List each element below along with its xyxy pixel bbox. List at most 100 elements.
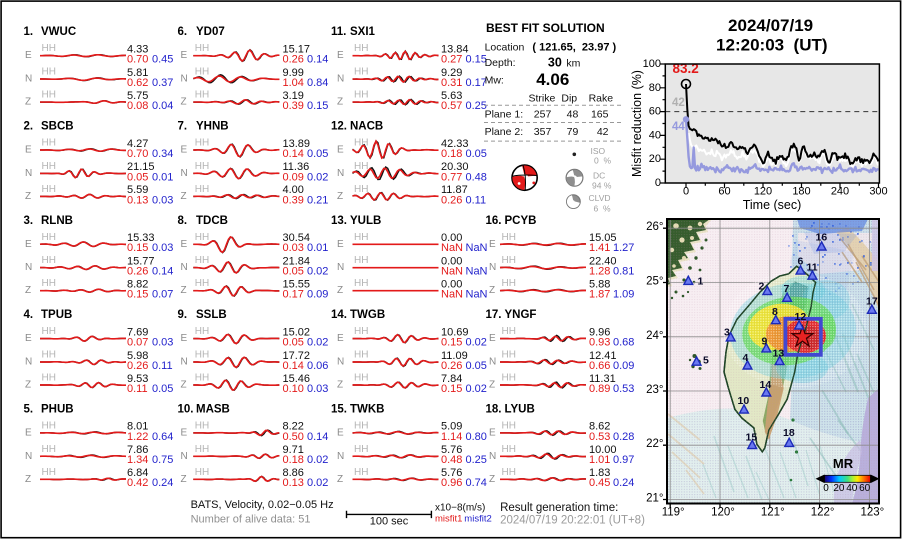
svg-text:Z: Z: [181, 380, 187, 391]
svg-text:E: E: [25, 333, 32, 344]
svg-text:E: E: [181, 50, 188, 61]
svg-text:E: E: [337, 333, 344, 344]
svg-text:0.02: 0.02: [466, 337, 487, 349]
svg-text:8.22: 8.22: [283, 421, 304, 433]
svg-text:Rake: Rake: [589, 92, 614, 104]
svg-text:0.14: 0.14: [283, 148, 304, 160]
svg-text:165: 165: [591, 109, 609, 121]
svg-text:0.02: 0.02: [307, 171, 328, 183]
svg-text:5.81: 5.81: [127, 67, 148, 79]
svg-text:11.09: 11.09: [441, 350, 468, 362]
svg-text:0.15: 0.15: [127, 242, 148, 254]
svg-text:20: 20: [649, 153, 661, 165]
svg-text:123°: 123°: [861, 507, 885, 519]
svg-text:E: E: [181, 145, 188, 156]
svg-text:0.24: 0.24: [613, 477, 634, 489]
svg-text:Z: Z: [25, 97, 31, 108]
svg-text:NaN: NaN: [441, 242, 463, 254]
svg-text:YD07: YD07: [196, 26, 225, 38]
svg-text:N: N: [25, 357, 32, 368]
svg-text:Time (sec): Time (sec): [743, 198, 802, 212]
svg-text:0.75: 0.75: [152, 454, 173, 466]
svg-text:HH: HH: [354, 67, 368, 78]
svg-text:9.71: 9.71: [283, 444, 304, 456]
svg-text:9.96: 9.96: [589, 326, 610, 338]
svg-text:0.13: 0.13: [283, 477, 304, 489]
svg-text:HH: HH: [354, 232, 368, 243]
svg-text:7.69: 7.69: [127, 326, 148, 338]
svg-text:0.21: 0.21: [307, 194, 328, 206]
svg-text:N: N: [337, 357, 344, 368]
svg-text:9.99: 9.99: [283, 67, 304, 79]
svg-text:HH: HH: [502, 255, 516, 266]
svg-text:0.81: 0.81: [613, 266, 634, 278]
svg-text:0.10: 0.10: [283, 383, 304, 395]
svg-text:0.28: 0.28: [613, 431, 634, 443]
svg-text:HH: HH: [195, 43, 209, 54]
svg-text:13.89: 13.89: [283, 138, 311, 150]
svg-text:0.24: 0.24: [152, 477, 173, 489]
svg-text:N: N: [489, 451, 496, 462]
svg-text:N: N: [337, 168, 344, 179]
svg-text:N: N: [337, 451, 344, 462]
svg-text:N: N: [25, 451, 32, 462]
svg-text:0.11: 0.11: [152, 360, 173, 372]
svg-text:15.33: 15.33: [127, 232, 155, 244]
svg-text:0.26: 0.26: [441, 194, 462, 206]
svg-text:0.00: 0.00: [441, 232, 462, 244]
svg-text:E: E: [25, 145, 32, 156]
svg-text:2.: 2.: [24, 121, 34, 133]
svg-text:180: 180: [792, 186, 810, 198]
svg-text:E: E: [337, 145, 344, 156]
svg-text:11.: 11.: [331, 26, 346, 38]
svg-text:Z: Z: [25, 474, 31, 485]
svg-text:N: N: [337, 74, 344, 85]
svg-text:TPUB: TPUB: [41, 309, 72, 321]
svg-text:Strike: Strike: [529, 92, 556, 104]
svg-text:Z: Z: [337, 380, 343, 391]
svg-text:1.27: 1.27: [613, 242, 634, 254]
svg-text:0.09: 0.09: [613, 360, 634, 372]
svg-text:Z: Z: [25, 191, 31, 202]
svg-text:E: E: [337, 50, 344, 61]
svg-text:HH: HH: [42, 350, 56, 361]
svg-text:0.68: 0.68: [613, 337, 634, 349]
svg-text:HH: HH: [195, 255, 209, 266]
svg-text:Z: Z: [337, 474, 343, 485]
svg-text:HH: HH: [502, 467, 516, 478]
svg-text:0.13: 0.13: [127, 194, 148, 206]
svg-text:HH: HH: [502, 278, 516, 289]
svg-text:0.26: 0.26: [127, 360, 148, 372]
svg-text:0.02: 0.02: [466, 383, 487, 395]
svg-text:0: 0: [823, 483, 829, 494]
svg-text:21.15: 21.15: [127, 161, 155, 173]
svg-text:15.77: 15.77: [127, 256, 155, 268]
svg-text:0.07: 0.07: [152, 289, 173, 301]
svg-text:HH: HH: [42, 326, 56, 337]
svg-text:NaN: NaN: [466, 289, 488, 301]
svg-text:122°: 122°: [811, 507, 835, 519]
svg-text:80: 80: [649, 82, 661, 94]
svg-text:HH: HH: [195, 278, 209, 289]
svg-text:5.88: 5.88: [589, 279, 610, 291]
svg-text:0.11: 0.11: [127, 383, 148, 395]
svg-text:0.97: 0.97: [613, 454, 634, 466]
svg-text:HH: HH: [354, 444, 368, 455]
svg-text:HH: HH: [195, 326, 209, 337]
svg-text:N: N: [25, 262, 32, 273]
svg-text:HH: HH: [195, 350, 209, 361]
svg-text:0.64: 0.64: [152, 431, 173, 443]
svg-text:HH: HH: [354, 467, 368, 478]
svg-text:121°: 121°: [761, 507, 785, 519]
svg-text:0.05: 0.05: [466, 360, 487, 372]
svg-text:14.: 14.: [331, 309, 347, 321]
svg-text:0.25: 0.25: [466, 100, 487, 112]
svg-text:RLNB: RLNB: [41, 215, 73, 227]
svg-text:YHNB: YHNB: [196, 121, 229, 133]
svg-text:Z: Z: [25, 285, 31, 296]
svg-text:HH: HH: [354, 138, 368, 149]
svg-text:20.30: 20.30: [441, 161, 469, 173]
svg-text:E: E: [25, 427, 32, 438]
svg-text:3.19: 3.19: [283, 90, 304, 102]
svg-text:8.: 8.: [178, 215, 188, 227]
